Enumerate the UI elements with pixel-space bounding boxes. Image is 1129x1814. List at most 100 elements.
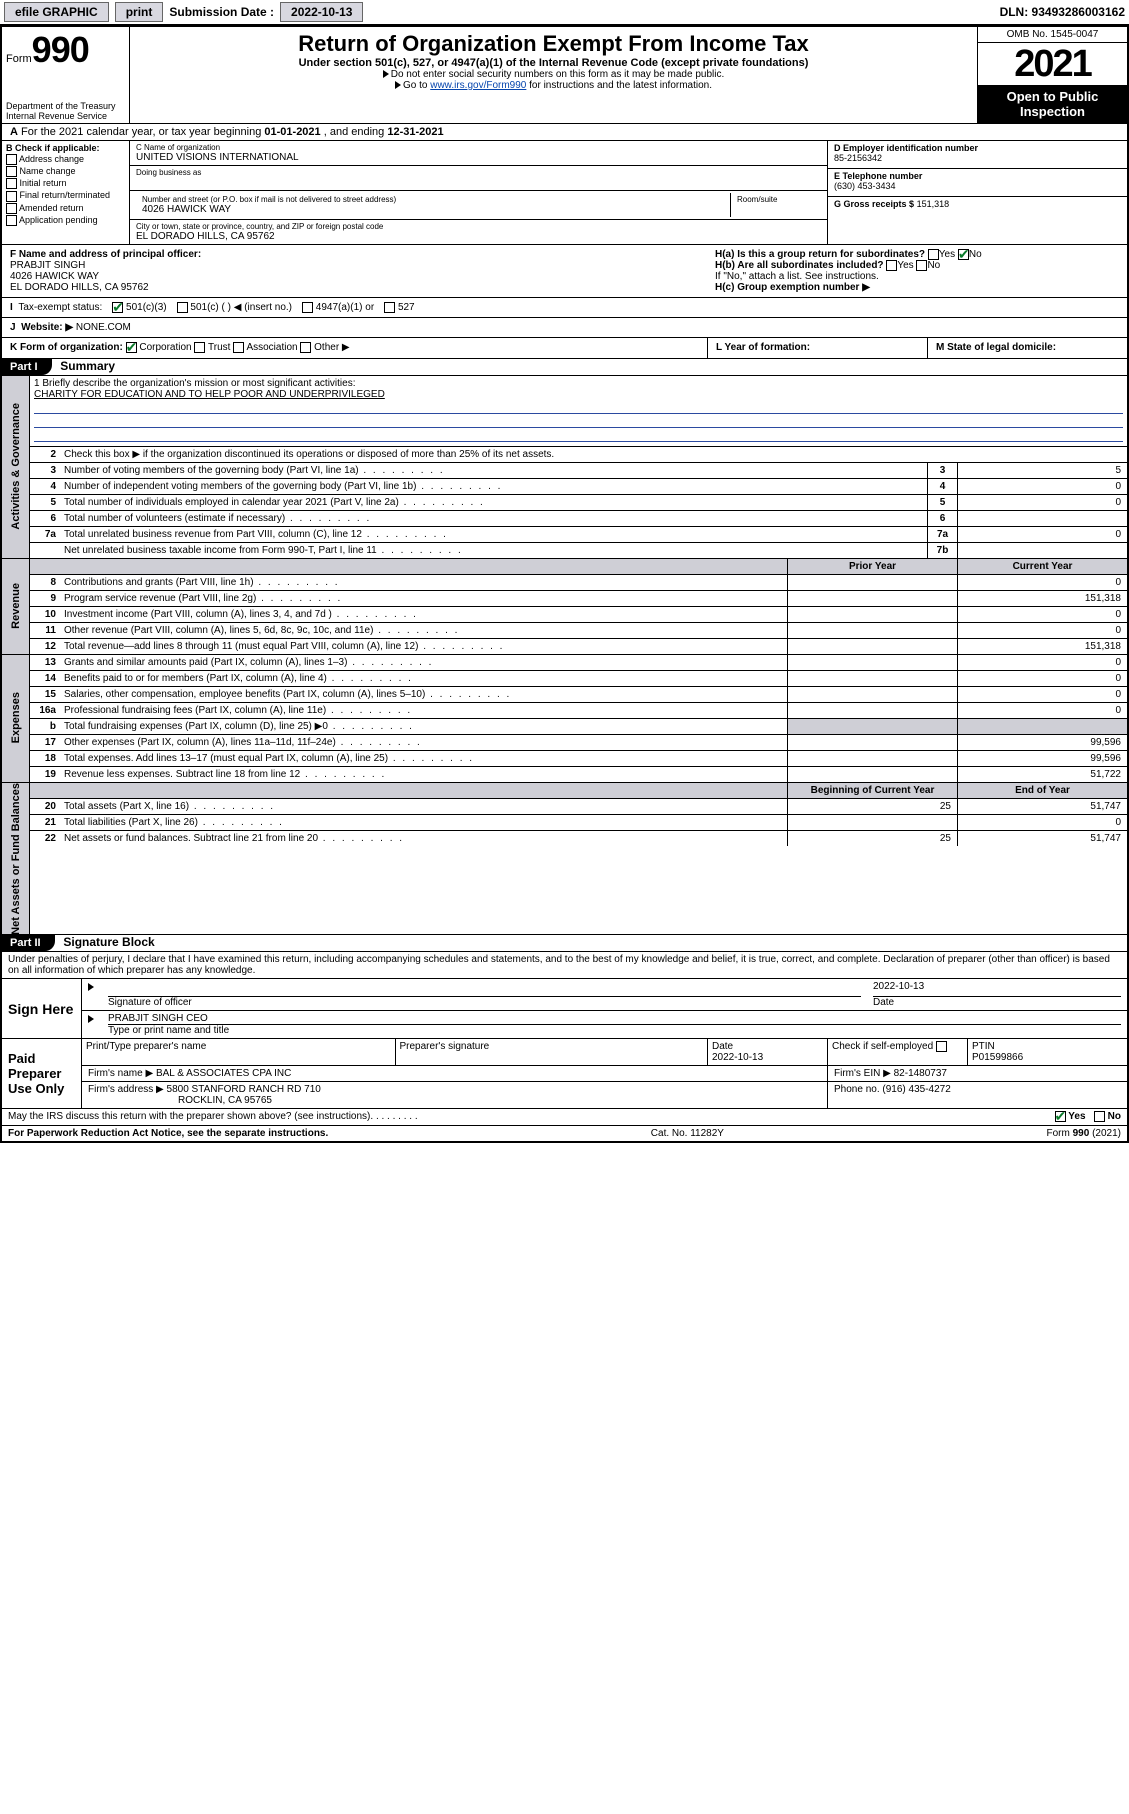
expenses-section: Expenses 13 Grants and similar amounts p… — [2, 655, 1127, 783]
irs-link[interactable]: www.irs.gov/Form990 — [430, 80, 526, 91]
mission-blank-line — [34, 402, 1123, 414]
open-public: Open to Public Inspection — [978, 85, 1127, 123]
end-year-header: End of Year — [957, 783, 1127, 798]
summary-line: 4 Number of independent voting members o… — [30, 479, 1127, 495]
officer-addr2: EL DORADO HILLS, CA 95762 — [10, 282, 699, 293]
ha-label: H(a) Is this a group return for subordin… — [715, 249, 925, 260]
checkbox-address-change[interactable] — [6, 154, 17, 165]
ha-no-checkbox[interactable] — [958, 249, 969, 260]
begin-year-header: Beginning of Current Year — [787, 783, 957, 798]
4947-checkbox[interactable] — [302, 302, 313, 313]
summary-line: Net unrelated business taxable income fr… — [30, 543, 1127, 558]
row-f-h: F Name and address of principal officer:… — [2, 245, 1127, 298]
self-employed-checkbox[interactable] — [936, 1041, 947, 1052]
summary-line: 5 Total number of individuals employed i… — [30, 495, 1127, 511]
discuss-no-checkbox[interactable] — [1094, 1111, 1105, 1122]
hb-label: H(b) Are all subordinates included? — [715, 260, 884, 271]
officer-label: F Name and address of principal officer: — [10, 249, 699, 260]
firm-addr2: ROCKLIN, CA 95765 — [178, 1095, 272, 1106]
triangle-icon — [383, 70, 389, 78]
summary-line: 3 Number of voting members of the govern… — [30, 463, 1127, 479]
cat-no: Cat. No. 11282Y — [651, 1128, 724, 1139]
website-value: NONE.COM — [76, 322, 131, 333]
checkbox-app-pending[interactable] — [6, 215, 17, 226]
summary-line: 19 Revenue less expenses. Subtract line … — [30, 767, 1127, 782]
summary-line: 22 Net assets or fund balances. Subtract… — [30, 831, 1127, 846]
expenses-tab: Expenses — [10, 692, 22, 743]
discuss-yes-checkbox[interactable] — [1055, 1111, 1066, 1122]
firm-ein: 82-1480737 — [894, 1068, 947, 1079]
triangle-icon — [395, 81, 401, 89]
sign-date: 2022-10-13 — [873, 981, 1121, 997]
summary-line: 8 Contributions and grants (Part VIII, l… — [30, 575, 1127, 591]
efile-button[interactable]: efile GRAPHIC — [4, 2, 109, 22]
sign-here-label: Sign Here — [2, 979, 82, 1038]
checkbox-final-return[interactable] — [6, 191, 17, 202]
identity-block: B Check if applicable: Address change Na… — [2, 141, 1127, 245]
officer-printed-name: PRABJIT SINGH CEO — [108, 1013, 1121, 1025]
city: EL DORADO HILLS, CA 95762 — [136, 231, 821, 242]
assoc-checkbox[interactable] — [233, 342, 244, 353]
summary-line: 9 Program service revenue (Part VIII, li… — [30, 591, 1127, 607]
501c-checkbox[interactable] — [177, 302, 188, 313]
hb-yes-checkbox[interactable] — [886, 260, 897, 271]
line-2: Check this box ▶ if the organization dis… — [60, 447, 1127, 462]
mission-blank-line — [34, 416, 1123, 428]
top-bar: efile GRAPHIC print Submission Date : 20… — [0, 0, 1129, 25]
department: Department of the Treasury Internal Reve… — [6, 101, 125, 121]
form-number: Form 990 — [6, 29, 125, 71]
trust-checkbox[interactable] — [194, 342, 205, 353]
corp-checkbox[interactable] — [126, 342, 137, 353]
summary-line: 17 Other expenses (Part IX, column (A), … — [30, 735, 1127, 751]
checkbox-name-change[interactable] — [6, 166, 17, 177]
signature-line[interactable] — [108, 981, 861, 997]
revenue-section: Revenue Prior YearCurrent Year 8 Contrib… — [2, 559, 1127, 655]
sign-here-block: Sign Here Signature of officer 2022-10-1… — [2, 979, 1127, 1039]
row-a-tax-year: A For the 2021 calendar year, or tax yea… — [2, 124, 1127, 141]
net-assets-section: Net Assets or Fund Balances Beginning of… — [2, 783, 1127, 936]
mission-blank-line — [34, 430, 1123, 442]
gross-label: G Gross receipts $ — [834, 199, 914, 209]
preparer-date: 2022-10-13 — [712, 1052, 763, 1063]
preparer-sig-header: Preparer's signature — [395, 1039, 708, 1066]
org-name: UNITED VISIONS INTERNATIONAL — [136, 152, 821, 163]
net-assets-tab: Net Assets or Fund Balances — [10, 783, 22, 935]
telephone: (630) 453-3434 — [834, 181, 1121, 191]
preparer-name-header: Print/Type preparer's name — [82, 1039, 395, 1066]
form-subtitle-3: Go to www.irs.gov/Form990 for instructio… — [134, 80, 973, 91]
declaration: Under penalties of perjury, I declare th… — [2, 952, 1127, 979]
ein: 85-2156342 — [834, 153, 1121, 163]
ha-yes-checkbox[interactable] — [928, 249, 939, 260]
501c3-checkbox[interactable] — [112, 302, 123, 313]
triangle-icon — [88, 983, 94, 991]
summary-line: b Total fundraising expenses (Part IX, c… — [30, 719, 1127, 735]
paid-preparer-block: Paid Preparer Use Only Print/Type prepar… — [2, 1039, 1127, 1109]
city-label: City or town, state or province, country… — [136, 222, 821, 231]
part-ii-header: Part II Signature Block — [2, 935, 1127, 952]
tel-label: E Telephone number — [834, 171, 1121, 181]
summary-line: 12 Total revenue—add lines 8 through 11 … — [30, 639, 1127, 654]
dln: DLN: 93493286003162 — [1000, 5, 1125, 19]
paid-preparer-label: Paid Preparer Use Only — [2, 1039, 82, 1108]
ptin: P01599866 — [972, 1052, 1023, 1063]
discuss-row: May the IRS discuss this return with the… — [2, 1109, 1127, 1125]
street-label: Number and street (or P.O. box if mail i… — [142, 195, 724, 204]
527-checkbox[interactable] — [384, 302, 395, 313]
other-checkbox[interactable] — [300, 342, 311, 353]
submission-date: 2022-10-13 — [280, 2, 363, 22]
form-subtitle-2: Do not enter social security numbers on … — [134, 69, 973, 80]
dba-label: Doing business as — [136, 168, 821, 177]
hb-no-checkbox[interactable] — [916, 260, 927, 271]
part-i-header: Part I Summary — [2, 359, 1127, 376]
form-title: Return of Organization Exempt From Incom… — [134, 31, 973, 57]
ein-label: D Employer identification number — [834, 143, 1121, 153]
prior-year-header: Prior Year — [787, 559, 957, 574]
officer-name: PRABJIT SINGH — [10, 260, 699, 271]
checkbox-amended[interactable] — [6, 203, 17, 214]
state-domicile-label: M State of legal domicile: — [936, 342, 1056, 353]
checkbox-initial-return[interactable] — [6, 178, 17, 189]
print-button[interactable]: print — [115, 2, 164, 22]
firm-addr1: 5800 STANFORD RANCH RD 710 — [167, 1084, 321, 1095]
summary-line: 6 Total number of volunteers (estimate i… — [30, 511, 1127, 527]
mission-label: 1 Briefly describe the organization's mi… — [34, 378, 1123, 389]
